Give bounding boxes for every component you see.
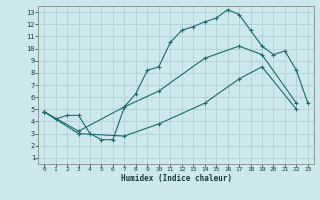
X-axis label: Humidex (Indice chaleur): Humidex (Indice chaleur): [121, 174, 231, 183]
